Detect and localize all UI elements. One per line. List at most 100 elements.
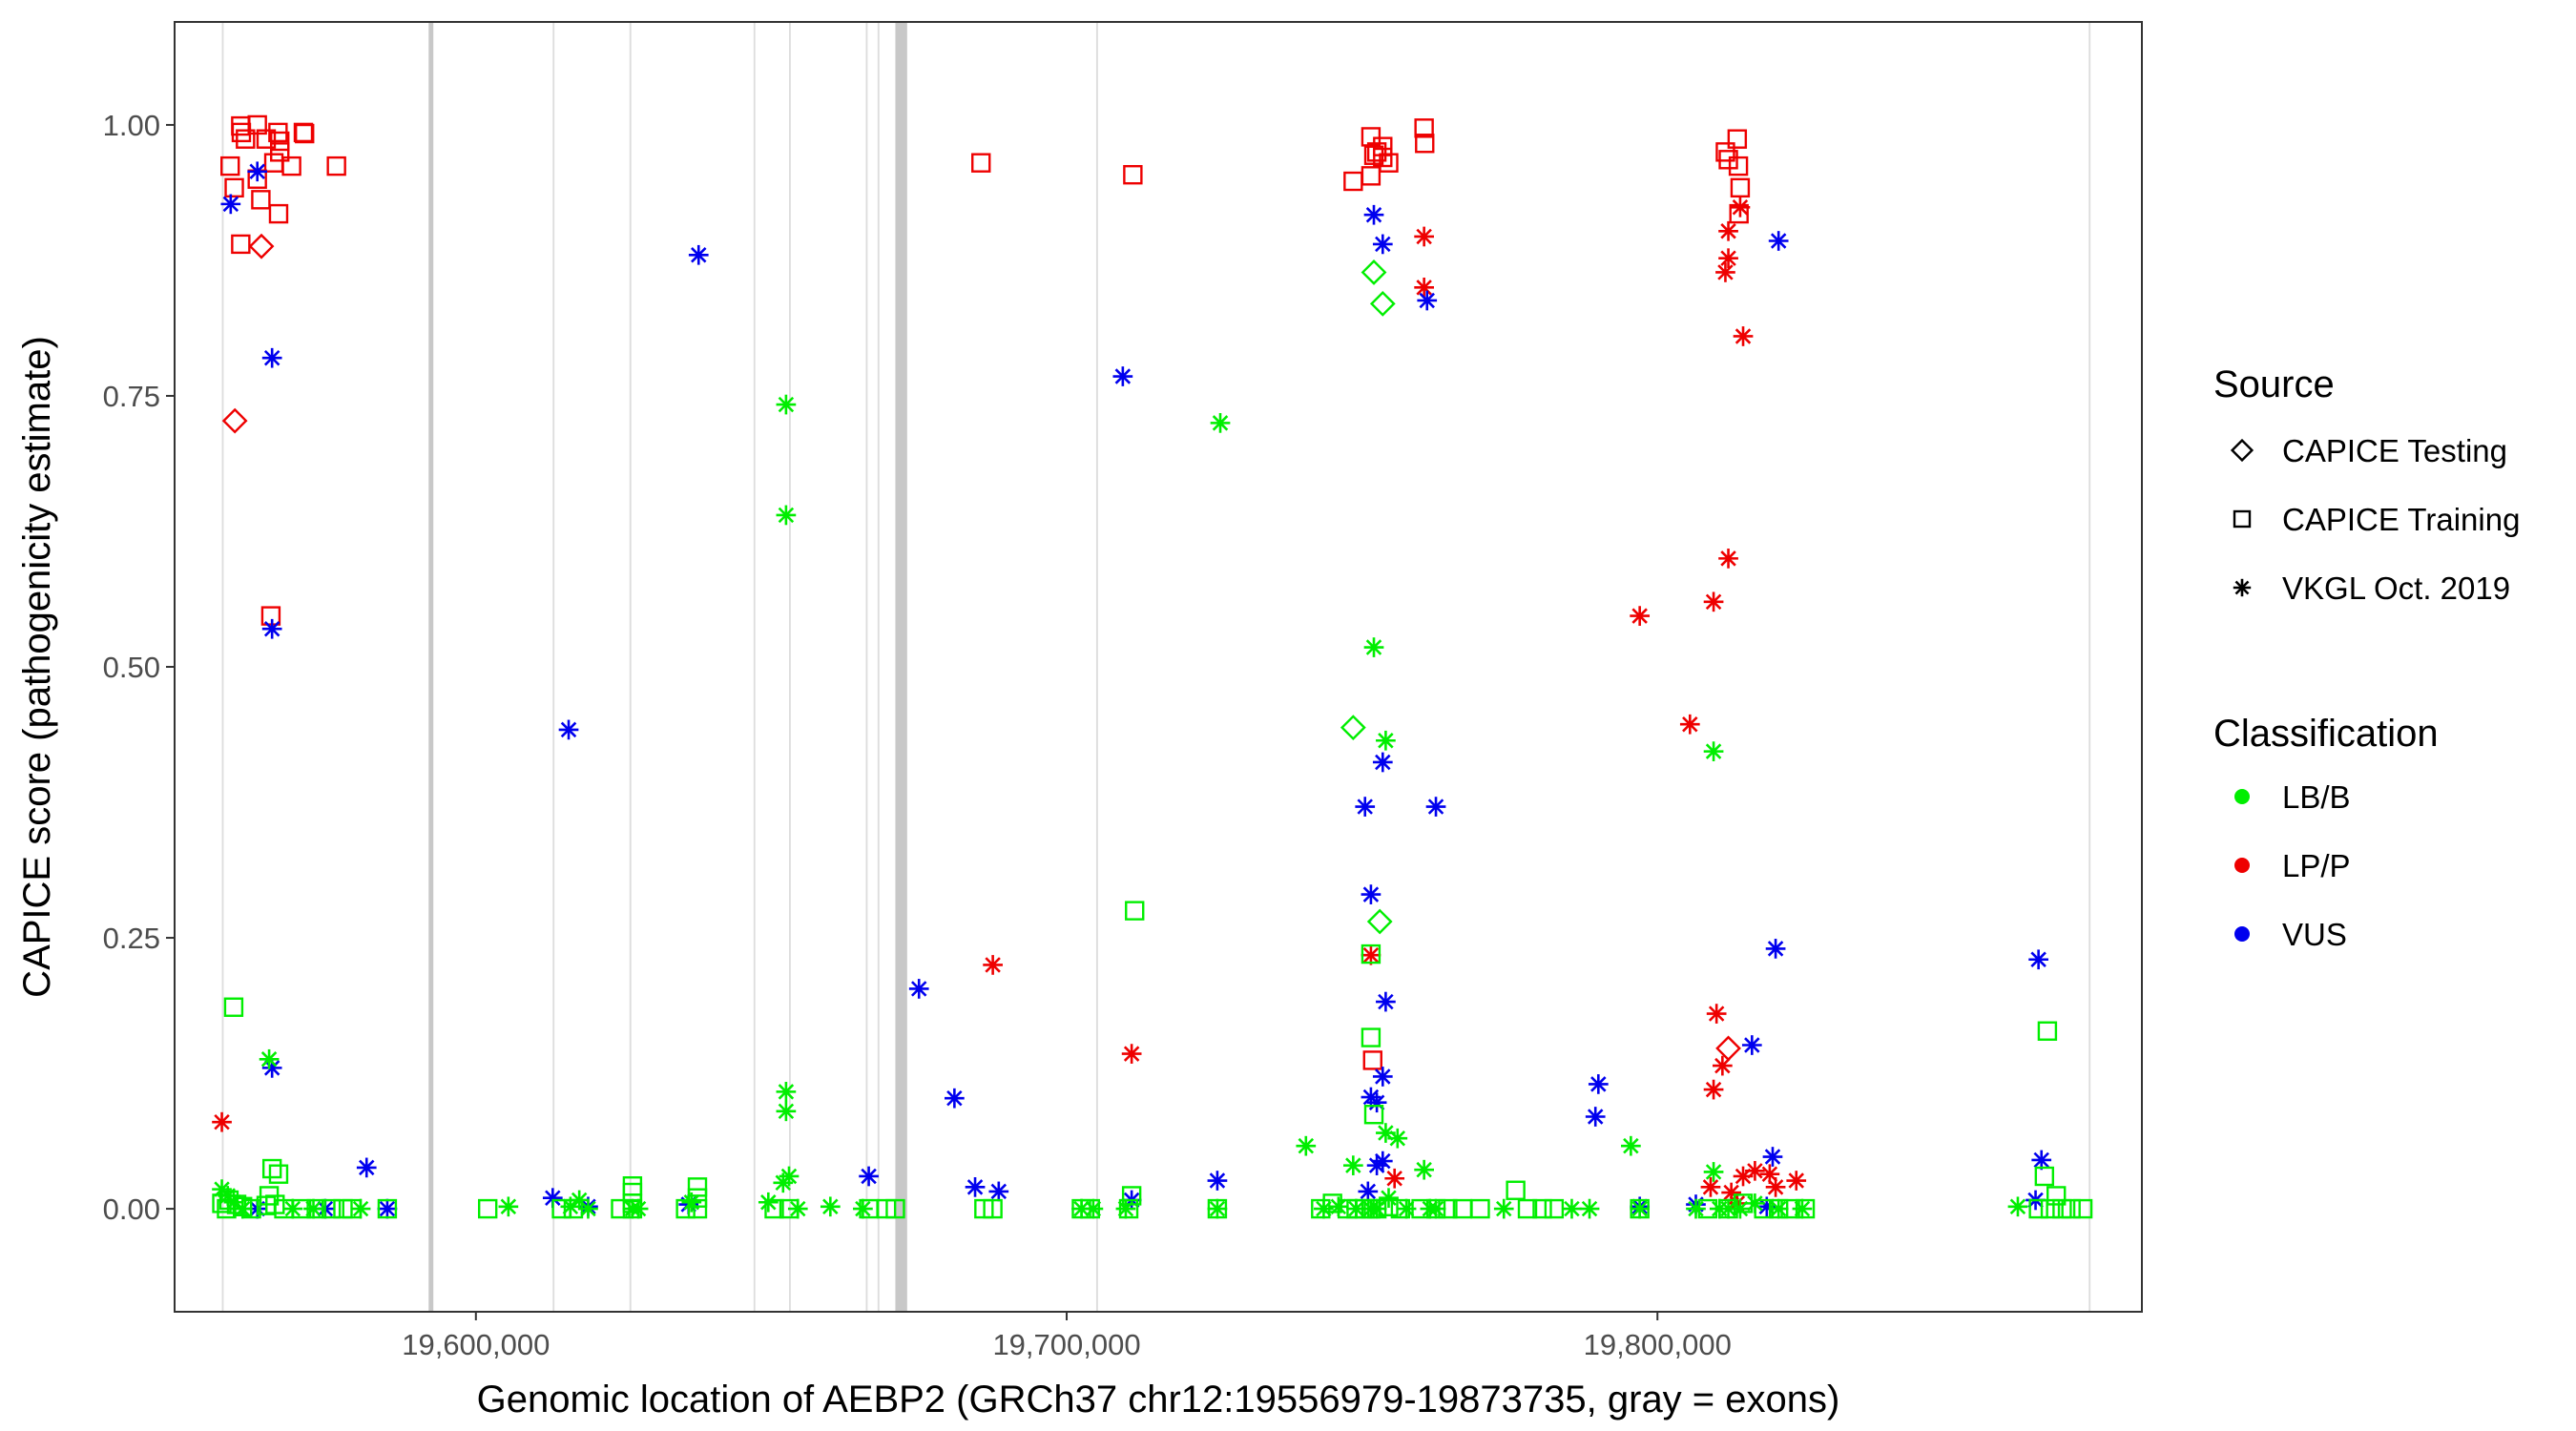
data-point — [1728, 156, 1749, 176]
exon-band-6 — [865, 23, 868, 1311]
x-tick-label: 19,600,000 — [402, 1328, 550, 1361]
legend-title-source: Source — [2213, 363, 2335, 405]
data-point — [236, 129, 256, 149]
data-point — [776, 1082, 797, 1102]
data-point — [1718, 220, 1738, 241]
data-point — [1121, 1044, 1142, 1064]
data-point — [885, 1198, 905, 1219]
data-point — [261, 347, 282, 368]
data-point — [221, 407, 248, 434]
data-point — [1562, 1198, 1582, 1219]
data-point — [2028, 949, 2048, 970]
data-point — [908, 979, 929, 999]
data-point — [1414, 118, 1434, 138]
data-point — [1715, 262, 1735, 282]
data-point — [231, 234, 251, 255]
exon-band-2 — [552, 23, 555, 1311]
series-6 — [212, 394, 2028, 1219]
legend-class-label: LB/B — [2282, 779, 2351, 815]
data-point — [1372, 752, 1393, 773]
data-point — [1361, 1027, 1381, 1047]
legend: Source CAPICE Testing CAPICE Training VKGL… — [2213, 363, 2520, 952]
series-0 — [220, 114, 1751, 1070]
data-point — [1517, 1198, 1538, 1219]
data-point — [1700, 1176, 1721, 1197]
data-point — [1314, 1198, 1334, 1219]
data-point — [1730, 177, 1751, 198]
exon-band-4 — [753, 23, 756, 1311]
data-point — [1733, 326, 1754, 346]
data-point — [261, 1058, 282, 1078]
data-point — [1361, 259, 1387, 285]
data-point — [1363, 637, 1384, 657]
data-point — [1679, 714, 1700, 735]
data-point — [1718, 150, 1738, 170]
data-point — [1727, 129, 1748, 149]
data-point — [1361, 166, 1381, 186]
data-point — [1713, 1055, 1733, 1076]
data-point — [224, 177, 244, 198]
data-point — [1786, 1171, 1807, 1191]
data-point — [2046, 1186, 2067, 1206]
legend-source-item: VKGL Oct. 2019 — [2233, 570, 2510, 606]
data-point — [1376, 730, 1396, 751]
data-point — [295, 123, 315, 144]
data-point — [326, 156, 346, 176]
data-point — [1366, 908, 1393, 935]
data-point — [1361, 944, 1381, 964]
data-point — [1762, 1147, 1783, 1167]
data-point — [2040, 1198, 2061, 1219]
data-point — [983, 955, 1003, 975]
y-axis: 0.00 0.25 0.50 0.75 1.00 — [103, 109, 175, 1226]
exon-band-0 — [221, 23, 224, 1311]
legend-diamond-icon — [2230, 438, 2254, 463]
series-5 — [1340, 259, 1396, 935]
legend-class-label: LP/P — [2282, 848, 2351, 883]
data-point — [1372, 1067, 1393, 1087]
y-tick-label: 0.00 — [103, 1192, 160, 1226]
data-point — [1366, 142, 1387, 162]
data-point — [1115, 1198, 1136, 1219]
data-point — [1123, 164, 1143, 185]
data-point — [945, 1088, 965, 1109]
data-point — [2037, 1021, 2058, 1041]
data-point — [681, 1192, 702, 1213]
data-point — [988, 1181, 1009, 1202]
y-tick-label: 0.75 — [103, 380, 160, 413]
x-ticks: 19,600,000 19,700,000 19,800,000 — [402, 1312, 1732, 1361]
exon-band-7 — [877, 23, 880, 1311]
data-point — [1366, 1092, 1387, 1113]
data-point — [232, 1198, 253, 1219]
data-point — [377, 1198, 398, 1219]
y-tick-label: 0.50 — [103, 651, 160, 684]
data-point — [688, 244, 709, 265]
data-point — [1730, 197, 1751, 218]
legend-class-item: VUS — [2234, 917, 2347, 952]
data-point — [1630, 1198, 1651, 1219]
data-point — [1373, 147, 1393, 168]
data-point — [859, 1166, 879, 1187]
data-point — [303, 1198, 323, 1219]
data-point — [558, 719, 579, 740]
data-point — [1730, 1198, 1751, 1219]
data-point — [248, 233, 275, 259]
data-point — [1112, 366, 1133, 386]
exon-band-5 — [788, 23, 791, 1311]
data-point — [1207, 1171, 1228, 1191]
data-point — [1425, 797, 1446, 817]
data-point — [356, 1157, 377, 1178]
data-point — [1376, 991, 1396, 1012]
data-point — [1372, 1151, 1393, 1172]
data-point — [1369, 290, 1396, 317]
data-point — [628, 1198, 649, 1219]
data-point — [223, 997, 244, 1017]
legend-class-item: LB/B — [2234, 779, 2351, 815]
exon-band-1 — [428, 23, 434, 1311]
data-point — [220, 156, 240, 176]
legend-star-icon — [2233, 578, 2252, 597]
data-point — [1379, 1188, 1399, 1209]
data-point — [1207, 1198, 1228, 1219]
data-point — [477, 1198, 498, 1219]
data-point — [220, 194, 241, 215]
data-point — [1415, 134, 1435, 154]
